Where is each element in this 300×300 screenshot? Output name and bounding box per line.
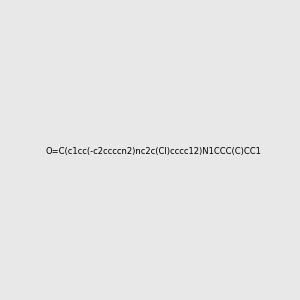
- Text: O=C(c1cc(-c2ccccn2)nc2c(Cl)cccc12)N1CCC(C)CC1: O=C(c1cc(-c2ccccn2)nc2c(Cl)cccc12)N1CCC(…: [46, 147, 262, 156]
